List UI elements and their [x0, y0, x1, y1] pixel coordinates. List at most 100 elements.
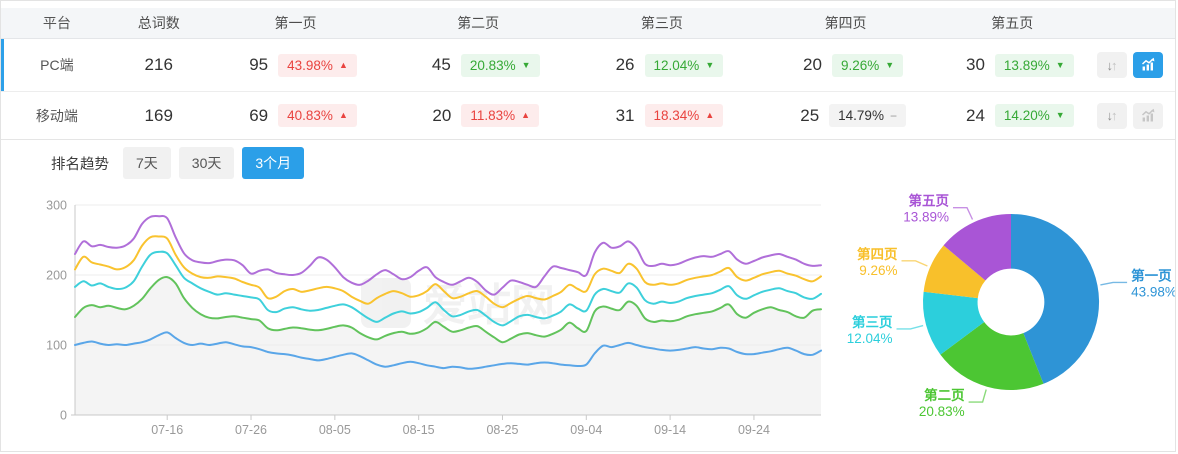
- label-leader-line: [901, 260, 928, 267]
- trend-arrow-icon: ▼: [521, 59, 531, 70]
- tab-7-days[interactable]: 7天: [123, 147, 171, 179]
- trend-arrow-icon: ▼: [1055, 59, 1065, 70]
- donut-slice-第五页[interactable]: [943, 214, 1012, 281]
- page2-trend-badge: 20.83% ▼: [460, 53, 540, 77]
- line-series-第四页: [74, 235, 822, 309]
- slice-label: 第五页: [909, 193, 950, 209]
- trend-arrow-icon: ▲: [705, 110, 715, 120]
- slice-label: 第四页: [857, 246, 898, 262]
- svg-text:08-25: 08-25: [486, 423, 518, 437]
- tab-30-days[interactable]: 30天: [178, 147, 235, 179]
- header-page1: 第一页: [274, 15, 317, 31]
- arrow-up-icon: ↑: [1111, 108, 1118, 123]
- trend-toolbar: 排名趋势 7天 30天 3个月: [1, 140, 1175, 186]
- sort-button[interactable]: ↓ ↑: [1097, 102, 1128, 129]
- table-row-mobile[interactable]: 移动端 169 69 40.83% ▲ 20 11.83% ▲ 31 18.34% ▲…: [1, 92, 1175, 140]
- page2-count: 45: [431, 55, 451, 74]
- line-series-第二页: [74, 275, 822, 344]
- header-total-words: 总词数: [137, 15, 180, 31]
- show-chart-button[interactable]: [1133, 102, 1164, 129]
- page5-trend-badge: 13.89% ▼: [994, 53, 1074, 77]
- slice-value: 13.89%: [904, 210, 950, 225]
- header-page3: 第三页: [640, 15, 683, 31]
- page1-cell: 95 43.98% ▲: [205, 53, 387, 77]
- label-leader-line: [968, 389, 988, 403]
- page4-trend-badge: 14.79% −: [829, 104, 906, 127]
- page2-count: 20: [432, 105, 452, 125]
- top-spacer: [1, 1, 1175, 8]
- page1-trend-badge: 43.98% ▲: [278, 53, 357, 77]
- page1-cell: 69 40.83% ▲: [205, 104, 387, 127]
- platform-name: 移动端: [35, 107, 78, 124]
- slice-value: 20.83%: [919, 404, 965, 419]
- trend-arrow-icon: ▼: [1055, 110, 1065, 120]
- arrow-up-icon: ↑: [1111, 57, 1118, 73]
- page5-trend-badge: 14.20% ▼: [994, 104, 1074, 127]
- svg-text:07-26: 07-26: [235, 423, 267, 437]
- header-page2: 第二页: [457, 15, 500, 31]
- line-series-第一页: [74, 331, 822, 370]
- donut-slice-第三页[interactable]: [923, 291, 985, 355]
- tab-3-months[interactable]: 3个月: [242, 147, 305, 179]
- slice-label: 第三页: [852, 314, 893, 330]
- page2-cell: 20 11.83% ▲: [386, 104, 570, 127]
- total-words-value: 216: [144, 55, 173, 74]
- show-chart-button[interactable]: [1133, 52, 1164, 78]
- donut-slice-第四页[interactable]: [923, 245, 986, 299]
- trend-arrow-icon: ▼: [885, 59, 895, 70]
- charts-area: 爱站网 07-16 07-26 08-05 08-15 08-25 09-04 09-14 09…: [1, 186, 1175, 454]
- page5-count: 24: [966, 105, 985, 125]
- label-leader-line: [953, 206, 974, 220]
- total-words-value: 169: [144, 105, 173, 125]
- rank-trend-line-chart: 爱站网 07-16 07-26 08-05 08-15 08-25 09-04 09-14 09…: [46, 199, 822, 437]
- page1-count: 69: [249, 105, 269, 125]
- table-header-row: 平台 总词数 第一页 第二页 第三页 第四页 第五页: [1, 8, 1175, 39]
- table-row-pc[interactable]: PC端 216 95 43.98% ▲ 45 20.83% ▼ 26 12.04% ▼…: [1, 39, 1175, 92]
- watermark: 爱站网: [361, 278, 555, 330]
- donut-slice-第二页[interactable]: [940, 322, 1044, 391]
- svg-text:200: 200: [46, 269, 67, 283]
- label-leader-line: [1100, 281, 1128, 286]
- row-actions: ↓ ↑: [1087, 52, 1175, 78]
- page5-count: 30: [966, 55, 985, 74]
- svg-text:09-14: 09-14: [654, 423, 686, 437]
- arrow-down-icon: ↓: [1106, 108, 1113, 123]
- page4-cell: 20 9.26% ▼: [754, 53, 938, 77]
- page3-trend-badge: 12.04% ▼: [644, 53, 724, 77]
- rank-table: 平台 总词数 第一页 第二页 第三页 第四页 第五页 PC端 216 95 43…: [1, 8, 1175, 140]
- svg-text:09-04: 09-04: [570, 423, 602, 437]
- page2-trend-badge: 11.83% ▲: [461, 104, 540, 127]
- line-chart-icon: [1142, 108, 1155, 121]
- svg-text:爱站网: 爱站网: [423, 281, 555, 330]
- header-page5: 第五页: [991, 15, 1034, 31]
- header-page4: 第四页: [824, 15, 867, 31]
- trend-arrow-icon: ▲: [338, 59, 348, 70]
- slice-value: 43.98%: [1131, 284, 1175, 299]
- page4-count: 20: [803, 55, 822, 74]
- page4-cell: 25 14.79% −: [754, 104, 938, 127]
- platform-name: PC端: [40, 57, 74, 73]
- svg-text:0: 0: [60, 409, 67, 423]
- trend-arrow-icon: −: [889, 108, 897, 123]
- sort-button[interactable]: ↓ ↑: [1097, 52, 1128, 78]
- line-series-第三页: [74, 250, 822, 327]
- svg-text:08-05: 08-05: [319, 423, 351, 437]
- page3-count: 26: [615, 55, 635, 74]
- trend-arrow-icon: ▲: [521, 110, 531, 120]
- line-series-第五页: [74, 214, 822, 296]
- page3-trend-badge: 18.34% ▲: [644, 104, 724, 127]
- page3-cell: 26 12.04% ▼: [570, 53, 754, 77]
- svg-text:100: 100: [46, 339, 67, 353]
- header-platform: 平台: [42, 15, 71, 31]
- donut-slice-第一页[interactable]: [1011, 213, 1100, 384]
- page4-count: 25: [800, 105, 820, 125]
- svg-text:07-16: 07-16: [151, 423, 183, 437]
- trend-arrow-icon: ▼: [705, 59, 715, 70]
- slice-label: 第一页: [1131, 267, 1172, 283]
- page3-count: 31: [615, 105, 635, 125]
- page1-trend-badge: 40.83% ▲: [278, 104, 357, 127]
- label-leader-line: [896, 324, 924, 330]
- slice-label: 第二页: [924, 387, 965, 403]
- area-fill-第二页: [75, 276, 821, 415]
